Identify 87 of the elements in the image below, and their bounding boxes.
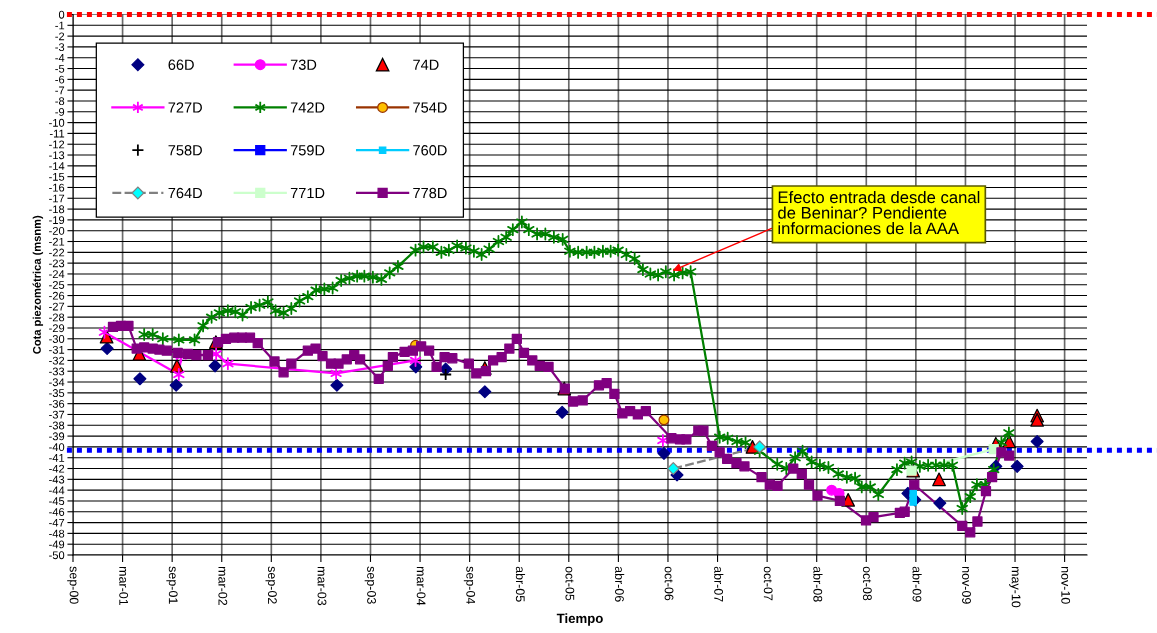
legend-label: 760D [413,145,447,156]
y-tick-label: -5 [55,64,65,73]
y-tick-label: -2 [55,32,65,41]
x-tick-label: mar-01 [119,566,129,606]
y-tick-label: -50 [49,551,65,560]
x-tick-label: sep-00 [67,566,79,604]
y-tick-label: -10 [49,118,65,127]
legend-label: 73D [290,59,317,70]
legend-label: 727D [168,102,202,113]
x-tick-label: mar-04 [416,566,426,606]
x-tick-label: nov-10 [1061,566,1071,604]
x-tick-label: abr-05 [515,566,526,602]
y-tick-label: -29 [49,324,65,333]
y-tick-label: -33 [49,367,65,376]
annotation: Efecto entrada desde canal de Beninar? Pendiente informaciones de la AAA [778,190,980,235]
y-tick-label: -46 [49,508,65,516]
x-tick-label: oct-06 [664,566,674,601]
legend-label: 759D [290,145,325,156]
y-tick-label: -21 [49,237,65,246]
y-tick-label: -22 [49,248,65,257]
y-tick-label: -15 [49,173,65,181]
y-tick-label: 0 [58,10,65,19]
y-tick-label: -24 [49,270,65,278]
y-tick-label: -9 [55,108,65,116]
x-tick-label: sep-03 [364,566,376,604]
x-tick-label: may-10 [1009,566,1021,608]
x-axis-title: Tiempo [556,613,603,626]
x-tick-label: nov-09 [962,566,971,604]
y-tick-label: -45 [49,497,65,506]
y-tick-label: -31 [49,345,65,354]
y-tick-label: -40 [49,443,65,452]
x-tick-label: sep-02 [265,566,277,604]
y-tick-label: -38 [49,421,65,430]
y-tick-label: -11 [49,129,65,138]
y-tick-label: -42 [49,464,65,473]
legend-label: 754D [413,102,447,113]
y-tick-label: -20 [49,226,65,235]
y-tick-label: -36 [49,399,65,408]
y-tick-label: -28 [49,313,65,322]
legend-label: 66D [168,59,194,70]
x-tick-label: abr-08 [813,566,823,602]
x-tick-label: oct-07 [763,566,773,601]
x-tick-label: abr-07 [714,566,724,602]
y-tick-label: -30 [49,335,65,343]
y-tick-label: -34 [49,378,65,387]
y-axis-title: Cota piezométrica (msnm) [32,215,44,354]
y-tick-label: -7 [55,86,65,95]
y-tick-label: -43 [49,475,65,484]
y-tick-label: -32 [49,356,65,365]
x-tick-label: abr-09 [912,566,922,602]
y-tick-label: -14 [49,162,65,170]
y-tick-label: -47 [49,518,65,527]
y-tick-label: -1 [55,21,65,30]
y-tick-label: -25 [49,281,65,289]
y-tick-label: -41 [49,454,65,462]
y-tick-label: -23 [49,259,65,268]
y-tick-label: -8 [55,97,65,106]
legend-label: 742D [290,102,325,113]
y-tick-label: -35 [49,389,65,397]
y-tick-label: -19 [49,216,65,225]
x-tick-label: oct-08 [862,566,872,601]
y-tick-label: -3 [55,43,65,52]
y-tick-label: -17 [49,194,65,203]
y-tick-label: -26 [49,291,65,300]
y-tick-label: -6 [55,75,65,84]
x-tick-label: mar-03 [317,566,327,606]
y-tick-label: -37 [49,410,65,419]
legend-label: 778D [413,187,447,199]
x-tick-label: sep-04 [463,566,476,604]
legend-label: 74D [413,59,439,70]
legend-label: 771D [290,188,325,199]
y-tick-label: -4 [55,54,65,62]
x-tick-label: mar-02 [218,566,228,606]
x-tick-label: sep-01 [166,566,178,604]
y-tick-label: -48 [49,529,65,538]
x-tick-label: oct-05 [565,566,575,601]
y-tick-label: -44 [49,486,65,495]
x-tick-label: abr-06 [615,566,625,602]
y-tick-label: -12 [49,140,65,149]
y-tick-label: -49 [49,540,65,549]
y-tick-label: -39 [49,432,65,441]
legend-label: 764D [168,187,202,199]
y-tick-label: -16 [49,183,65,192]
y-tick-label: -13 [49,151,65,160]
y-tick-label: -27 [49,302,65,311]
legend-label: 758D [168,145,202,156]
y-tick-label: -18 [49,205,65,214]
